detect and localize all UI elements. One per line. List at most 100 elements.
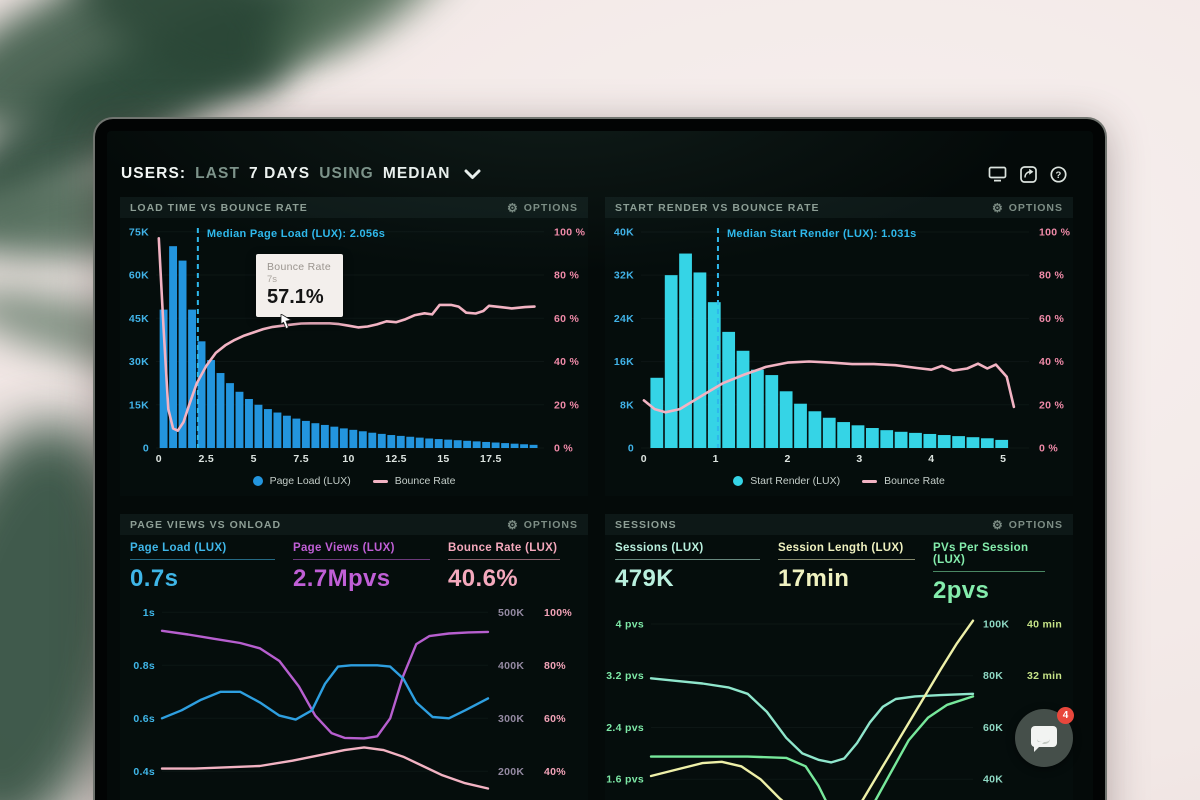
svg-text:1.6 pvs: 1.6 pvs <box>606 774 644 786</box>
chart-tooltip: Bounce Rate 7s 57.1% <box>256 254 344 330</box>
svg-text:40 min: 40 min <box>1027 618 1062 630</box>
panel-start-render: START RENDER VS BOUNCE RATE ⚙ OPTIONS Me… <box>605 197 1073 496</box>
panel-page-views: PAGE VIEWS VS ONLOAD ⚙ OPTIONS Page Load… <box>120 514 588 800</box>
svg-text:?: ? <box>1055 170 1061 181</box>
panel-load-time: LOAD TIME VS BOUNCE RATE ⚙ OPTIONS Media… <box>120 197 588 496</box>
gear-icon: ⚙ <box>506 517 519 532</box>
svg-text:17.5: 17.5 <box>480 453 502 465</box>
svg-text:500K: 500K <box>498 607 524 619</box>
metric-value: 40.6% <box>448 565 519 592</box>
svg-text:60K: 60K <box>983 722 1003 734</box>
svg-text:15K: 15K <box>129 399 149 411</box>
metric-value: 2.7Mpvs <box>293 565 391 592</box>
svg-text:16K: 16K <box>614 356 634 368</box>
svg-text:3: 3 <box>856 453 862 465</box>
svg-text:Median Start Render (LUX): 1.0: Median Start Render (LUX): 1.031s <box>727 228 917 240</box>
tooltip-value: 57.1% <box>267 286 324 308</box>
tooltip-subtitle: 7s <box>267 274 278 285</box>
svg-text:20 %: 20 % <box>554 399 579 411</box>
svg-text:40%: 40% <box>544 766 566 778</box>
svg-text:80K: 80K <box>983 670 1003 682</box>
metric-sessions: Sessions (LUX) 479K <box>615 542 778 605</box>
options-button[interactable]: ⚙ OPTIONS <box>991 200 1063 215</box>
svg-text:100K: 100K <box>983 618 1009 630</box>
svg-text:10: 10 <box>342 453 354 465</box>
metric-session-length: Session Length (LUX) 17min <box>778 542 933 605</box>
svg-text:80%: 80% <box>544 660 566 672</box>
mouse-cursor-icon <box>280 314 293 330</box>
metric-page-views: Page Views (LUX) 2.7Mpvs <box>293 542 448 593</box>
notification-badge: 4 <box>1057 707 1074 724</box>
svg-text:0: 0 <box>156 453 162 465</box>
title-part: USERS: <box>121 165 187 182</box>
chevron-down-icon <box>464 169 481 179</box>
svg-text:100%: 100% <box>544 607 572 619</box>
svg-text:15: 15 <box>437 453 449 465</box>
svg-text:60K: 60K <box>129 270 149 282</box>
dashboard-title-dropdown[interactable]: USERS: LAST 7 DAYS USING MEDIAN <box>121 165 481 183</box>
panel-title: START RENDER VS BOUNCE RATE <box>615 201 820 214</box>
svg-text:7.5: 7.5 <box>293 453 309 465</box>
svg-text:0 %: 0 % <box>554 443 573 455</box>
metrics-row: Sessions (LUX) 479K Session Length (LUX)… <box>605 535 1073 605</box>
svg-text:60 %: 60 % <box>554 313 579 325</box>
sessions-chart[interactable]: 4 pvs 3.2 pvs 2.4 pvs 1.6 pvs 100K 80K 60K 40K 4… <box>605 605 1073 800</box>
svg-text:12.5: 12.5 <box>385 453 407 465</box>
legend-item: Start Render (LUX) <box>733 475 840 487</box>
legend: Start Render (LUX) Bounce Rate <box>605 468 1073 494</box>
gear-icon: ⚙ <box>991 517 1004 532</box>
panel-title: PAGE VIEWS VS ONLOAD <box>130 518 282 531</box>
svg-text:100 %: 100 % <box>1039 226 1071 238</box>
dashboard-header: USERS: LAST 7 DAYS USING MEDIAN <box>107 131 1093 183</box>
svg-text:0.6s: 0.6s <box>133 713 155 725</box>
load-time-chart[interactable]: Median Page Load (LUX): 2.056s 75K 60K 45K 3… <box>120 218 588 468</box>
svg-text:60%: 60% <box>544 713 566 725</box>
legend-item: Bounce Rate <box>862 475 945 487</box>
share-icon[interactable] <box>1020 165 1037 183</box>
laptop-frame: USERS: LAST 7 DAYS USING MEDIAN <box>93 117 1107 800</box>
svg-text:8K: 8K <box>620 399 634 411</box>
svg-text:24K: 24K <box>614 313 634 325</box>
metrics-row: Page Load (LUX) 0.7s Page Views (LUX) 2.… <box>120 535 588 593</box>
monitor-icon[interactable] <box>988 166 1007 182</box>
title-part: LAST <box>195 165 241 182</box>
svg-text:60 %: 60 % <box>1039 313 1064 325</box>
panel-sessions: SESSIONS ⚙ OPTIONS Sessions (LUX) 479K S… <box>605 514 1073 800</box>
chat-button[interactable]: 4 <box>1015 707 1074 767</box>
svg-text:0.4s: 0.4s <box>133 766 155 778</box>
svg-text:1s: 1s <box>143 607 155 619</box>
laptop-screen: USERS: LAST 7 DAYS USING MEDIAN <box>107 131 1093 800</box>
page-views-chart[interactable]: 1s 0.8s 0.6s 0.4s 500K 400K 300K 200K 100% 80% 60%… <box>120 593 588 800</box>
svg-text:100 %: 100 % <box>554 226 586 238</box>
svg-text:20 %: 20 % <box>1039 399 1064 411</box>
metric-value: 0.7s <box>130 565 179 592</box>
svg-text:4: 4 <box>928 453 934 465</box>
options-button[interactable]: ⚙ OPTIONS <box>506 517 578 532</box>
svg-text:40 %: 40 % <box>1039 356 1064 368</box>
svg-text:0 %: 0 % <box>1039 443 1058 455</box>
legend-line <box>862 479 878 483</box>
svg-text:0: 0 <box>628 443 634 455</box>
title-part: USING <box>319 165 374 182</box>
svg-text:2.5: 2.5 <box>199 453 215 465</box>
svg-text:300K: 300K <box>498 713 524 725</box>
metric-bounce-rate: Bounce Rate (LUX) 40.6% <box>448 542 578 593</box>
help-icon[interactable]: ? <box>1050 165 1067 183</box>
chat-bubble-icon <box>1031 726 1057 752</box>
svg-text:200K: 200K <box>498 766 524 778</box>
metric-value: 17min <box>778 565 850 592</box>
start-render-chart[interactable]: Median Start Render (LUX): 1.031s 40K 32K 2… <box>605 218 1073 468</box>
svg-text:5: 5 <box>1000 453 1006 465</box>
options-button[interactable]: ⚙ OPTIONS <box>506 200 578 215</box>
options-button[interactable]: ⚙ OPTIONS <box>991 517 1063 532</box>
legend-line <box>372 479 388 483</box>
legend-dot <box>252 476 263 486</box>
metric-value: 2pvs <box>933 577 990 604</box>
svg-text:80 %: 80 % <box>1039 270 1064 282</box>
svg-text:1: 1 <box>713 453 719 465</box>
gear-icon: ⚙ <box>506 200 519 215</box>
svg-text:45K: 45K <box>129 313 149 325</box>
legend-dot <box>733 476 744 486</box>
svg-text:80 %: 80 % <box>554 270 579 282</box>
legend: Page Load (LUX) Bounce Rate <box>120 468 588 494</box>
